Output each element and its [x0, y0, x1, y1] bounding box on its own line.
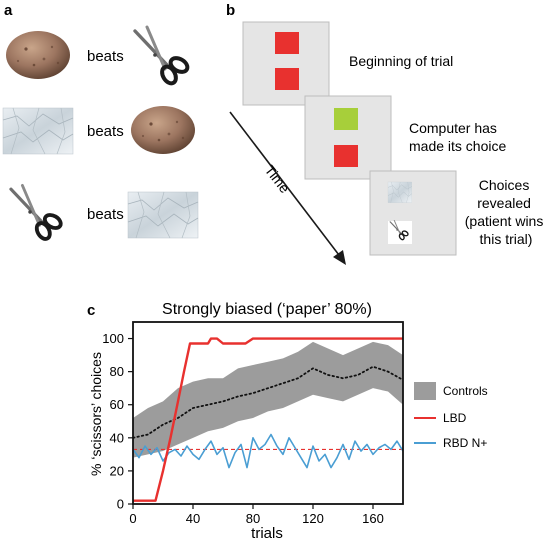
panel-c-label: c: [87, 302, 95, 319]
legend-label: LBD: [443, 411, 467, 425]
rbd-line: [132, 433, 404, 469]
lbd-line: [133, 337, 403, 502]
panel-c: c Strongly biased (‘paper’ 80%) 0 40 80 120…: [87, 301, 488, 541]
top-choice-square: [275, 32, 299, 54]
beats-label: beats: [87, 206, 124, 223]
beats-label: beats: [87, 48, 124, 65]
legend-label: Controls: [443, 384, 488, 398]
y-tick-label: 100: [102, 331, 124, 346]
scissors-icon: [9, 183, 65, 244]
panel-a-row-3: beats: [9, 183, 199, 244]
y-tick-label: 20: [110, 463, 124, 478]
trial-screen-revealed: [369, 170, 457, 256]
rock-icon: [131, 106, 195, 154]
rock-icon: [6, 31, 70, 79]
controls-mean-line: [132, 365, 404, 439]
x-tick-label: 40: [186, 511, 200, 526]
y-axis-label: % ‘scissors’ choices: [88, 352, 104, 476]
step-caption: Choices revealed (patient wins this tria…: [465, 177, 547, 247]
plot-frame: [132, 321, 404, 505]
scissors-icon: [133, 25, 192, 88]
time-label: Time: [262, 162, 294, 196]
paper-icon: [127, 191, 199, 239]
y-tick-label: 80: [110, 364, 124, 379]
trial-screen-computer-choice: [304, 95, 392, 180]
time-arrow: [229, 111, 346, 265]
patient-choice-square: [334, 145, 358, 167]
trial-screen-start: [242, 21, 330, 106]
bottom-choice-square: [275, 68, 299, 90]
x-axis-label: trials: [251, 525, 283, 541]
x-tick-label: 0: [129, 511, 136, 526]
x-tick-label: 160: [362, 511, 384, 526]
scissors-icon: [388, 219, 412, 244]
panel-a-row-2: beats: [2, 106, 195, 155]
panel-b-label: b: [226, 2, 235, 19]
computer-choice-square: [334, 108, 358, 130]
controls-band: [133, 341, 403, 458]
legend-item-lbd: LBD: [414, 411, 467, 425]
beats-label: beats: [87, 123, 124, 140]
panel-a-label: a: [4, 2, 13, 19]
legend-item-controls: Controls: [414, 382, 488, 400]
legend-swatch-controls: [414, 382, 436, 400]
panel-a-row-1: beats: [6, 25, 192, 88]
panel-b: b Beginning of trial Computer has made i…: [226, 2, 547, 265]
paper-icon: [387, 181, 412, 203]
chart-title: Strongly biased (‘paper’ 80%): [162, 301, 372, 318]
x-tick-label: 80: [246, 511, 260, 526]
step-caption: Beginning of trial: [349, 53, 453, 69]
legend: Controls LBD RBD N+: [414, 382, 488, 450]
legend-label: RBD N+: [443, 436, 487, 450]
y-tick-label: 60: [110, 397, 124, 412]
panel-a: a beats beats beats: [2, 2, 199, 244]
paper-icon: [2, 107, 74, 155]
x-tick-label: 120: [302, 511, 324, 526]
chart: 0 40 80 120 160 0 20 40 60 80 100: [102, 321, 404, 526]
step-caption: Computer has made its choice: [409, 120, 506, 154]
y-tick-label: 40: [110, 430, 124, 445]
y-tick-label: 0: [117, 497, 124, 512]
legend-item-rbd: RBD N+: [414, 436, 487, 450]
